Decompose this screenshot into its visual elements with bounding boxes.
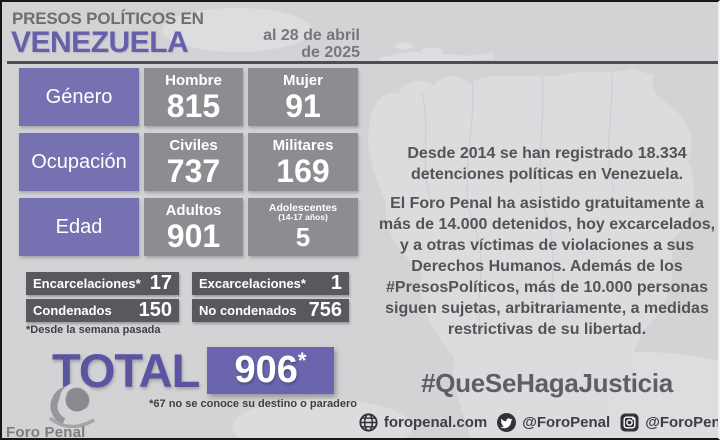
total-value-box: 906 * xyxy=(207,347,334,394)
encarcelaciones-label: Encarcelaciones* xyxy=(33,276,141,291)
date-label: al 28 de abril de 2025 xyxy=(222,27,360,61)
excarcelaciones-box: Excarcelaciones* 1 xyxy=(192,272,349,295)
condenados-box: Condenados 150 xyxy=(26,299,179,322)
total-value: 906 xyxy=(234,349,298,391)
no-condenados-label: No condenados xyxy=(199,303,297,318)
hashtag: #QueSeHagaJusticia xyxy=(421,368,673,398)
genero-label-box: Género xyxy=(19,68,139,126)
instagram-icon xyxy=(620,413,639,432)
mujer-label: Mujer xyxy=(282,72,323,89)
mujer-cell: Mujer 91 xyxy=(248,68,358,126)
header-divider xyxy=(7,61,718,64)
edad-label-box: Edad xyxy=(19,198,139,256)
table-row-genero: Género Hombre 815 Mujer 91 xyxy=(19,68,358,126)
twitter-icon xyxy=(497,413,517,432)
date-line2: de 2025 xyxy=(301,44,360,61)
condenados-label: Condenados xyxy=(33,303,112,318)
social-footer: foropenal.com @ForoPenal @ForoPenal xyxy=(359,413,720,432)
mujer-value: 91 xyxy=(285,88,321,124)
hombre-label: Hombre xyxy=(165,72,222,89)
foro-penal-logo-icon xyxy=(48,384,95,428)
table-row-ocupacion: Ocupación Civiles 737 Militares 169 xyxy=(19,133,358,191)
militares-cell: Militares 169 xyxy=(248,133,358,191)
excarcelaciones-label: Excarcelaciones* xyxy=(199,276,306,291)
weekly-stats-grid: Encarcelaciones* 17 Excarcelaciones* 1 C… xyxy=(26,272,349,322)
civiles-cell: Civiles 737 xyxy=(144,133,243,191)
page-title-line1: PRESOS POLÍTICOS EN xyxy=(12,9,204,28)
total-asterisk: * xyxy=(297,347,307,373)
summary-paragraph-1: Desde 2014 se han registrado 18.334 dete… xyxy=(407,145,687,183)
civiles-value: 737 xyxy=(166,153,221,189)
encarcelaciones-box: Encarcelaciones* 17 xyxy=(26,272,179,295)
adolescentes-label: Adolescentes xyxy=(268,202,338,214)
excarcelaciones-value: 1 xyxy=(330,272,342,294)
adolescentes-sublabel: (14-17 años) xyxy=(278,212,328,222)
total-footnote: *67 no se conoce su destino o paradero xyxy=(149,398,357,410)
militares-label: Militares xyxy=(272,137,334,154)
civiles-label: Civiles xyxy=(169,137,218,154)
adultos-value: 901 xyxy=(166,218,221,254)
instagram-item[interactable]: @ForoPenal xyxy=(620,413,720,432)
no-condenados-box: No condenados 756 xyxy=(192,299,349,322)
twitter-item[interactable]: @ForoPenal xyxy=(497,413,610,432)
adolescentes-cell: Adolescentes (14-17 años) 5 xyxy=(248,198,358,256)
adolescentes-value: 5 xyxy=(295,222,311,252)
globe-icon xyxy=(359,413,378,432)
condenados-value: 150 xyxy=(138,299,172,321)
website-label: foropenal.com xyxy=(383,414,488,431)
logo-text: Foro Penal xyxy=(6,424,86,440)
date-line1: al 28 de abril xyxy=(263,27,360,44)
twitter-handle: @ForoPenal xyxy=(522,414,611,431)
adultos-cell: Adultos 901 xyxy=(144,198,243,256)
website-item[interactable]: foropenal.com xyxy=(359,413,487,432)
demographics-table: Género Hombre 815 Mujer 91 Ocupación Civ… xyxy=(19,68,358,263)
militares-value: 169 xyxy=(276,153,330,189)
page-title-venezuela: VENEZUELA xyxy=(11,26,189,59)
stats-footnote: *Desde la semana pasada xyxy=(26,324,161,336)
encarcelaciones-value: 17 xyxy=(149,272,172,294)
table-row-edad: Edad Adultos 901 Adolescentes (14-17 año… xyxy=(19,198,358,256)
summary-paragraph-2: El Foro Penal ha asistido gratuitamente … xyxy=(378,195,716,338)
ocupacion-label-box: Ocupación xyxy=(19,133,139,191)
no-condenados-value: 756 xyxy=(308,299,342,321)
instagram-handle: @ForoPenal xyxy=(645,414,720,431)
hombre-cell: Hombre 815 xyxy=(144,68,243,126)
hombre-value: 815 xyxy=(166,88,221,124)
adultos-label: Adultos xyxy=(165,202,222,219)
